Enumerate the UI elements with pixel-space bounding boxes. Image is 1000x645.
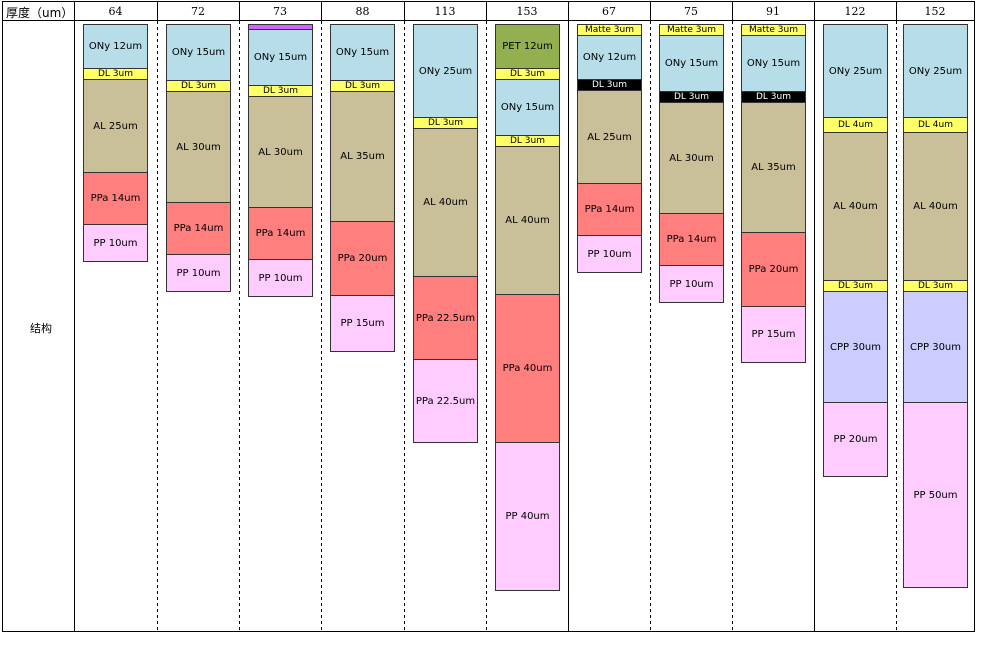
- layer-ony: ONy 12um: [577, 35, 642, 80]
- layer-dl: DL 3um: [823, 280, 888, 292]
- layer-al: AL 40um: [413, 128, 478, 277]
- layer-pp: PP 10um: [577, 235, 642, 273]
- layer-ony: ONy 15um: [659, 35, 724, 92]
- layer-pp: PP 40um: [495, 442, 560, 591]
- layer-dl: DL 4um: [903, 117, 968, 133]
- layer-cpp: CPP 30um: [823, 291, 888, 403]
- layer-ony: ONy 15um: [495, 79, 560, 136]
- layer-pp: PP 15um: [741, 306, 806, 363]
- layer-ony: ONy 25um: [823, 24, 888, 118]
- thickness-value: 75: [684, 5, 698, 18]
- layer-ppa: PPa 20um: [330, 221, 395, 296]
- layer-al: AL 40um: [903, 132, 968, 281]
- thickness-value: 64: [108, 5, 123, 18]
- layer-pet: PET 12um: [495, 24, 560, 69]
- layer-pp: PP 10um: [83, 224, 148, 262]
- layer-ppa: PPa 14um: [577, 183, 642, 236]
- thickness-value: 153: [516, 5, 538, 18]
- layer-ppa: PPa 14um: [248, 207, 313, 260]
- layer-ony: ONy 15um: [330, 24, 395, 81]
- thickness-value: 73: [273, 5, 287, 18]
- layer-ppa: PPa 14um: [659, 213, 724, 266]
- thickness-value: 152: [924, 5, 946, 18]
- layer-ppa: PPa 20um: [741, 232, 806, 307]
- layer-ppa: PPa 22.5um: [413, 276, 478, 360]
- layer-ony: ONy 15um: [741, 35, 806, 92]
- layer-al: AL 40um: [495, 146, 560, 295]
- layer-cpp: CPP 30um: [903, 291, 968, 403]
- thickness-value: 122: [844, 5, 866, 18]
- layer-ony: ONy 15um: [248, 29, 313, 86]
- layer-ppa: PPa 14um: [166, 202, 231, 255]
- layer-al: AL 40um: [823, 132, 888, 281]
- thickness-value: 88: [355, 5, 370, 18]
- layer-al: AL 35um: [330, 91, 395, 222]
- layer-ony: ONy 12um: [83, 24, 148, 69]
- layer-ony: ONy 25um: [903, 24, 968, 118]
- layer-pp: PP 10um: [166, 254, 231, 292]
- layer-pp: PPa 22.5um: [413, 359, 478, 443]
- thickness-value: 113: [434, 5, 456, 18]
- thickness-value: 72: [191, 5, 205, 18]
- layer-ppa: PPa 14um: [83, 172, 148, 225]
- layer-pp: PP 50um: [903, 402, 968, 588]
- layer-pp: PP 15um: [330, 295, 395, 352]
- layer-pp: PP 10um: [248, 259, 313, 297]
- layer-pp: PP 10um: [659, 265, 724, 303]
- layer-ony: ONy 15um: [166, 24, 231, 81]
- thickness-value: 91: [766, 5, 780, 18]
- layer-ony: ONy 25um: [413, 24, 478, 118]
- layer-al: AL 25um: [83, 79, 148, 173]
- layer-pp: PP 20um: [823, 402, 888, 477]
- layer-al: AL 30um: [659, 102, 724, 214]
- layer-al: AL 35um: [741, 102, 806, 233]
- layer-al: AL 30um: [166, 91, 231, 203]
- layer-dl: DL 4um: [823, 117, 888, 133]
- layer-al: AL 25um: [577, 90, 642, 184]
- layer-ppa: PPa 40um: [495, 294, 560, 443]
- thickness-header-label: 厚度（um）: [6, 6, 74, 20]
- layer-al: AL 30um: [248, 96, 313, 208]
- thickness-value: 67: [602, 5, 616, 18]
- structure-row-label: 结构: [30, 322, 52, 335]
